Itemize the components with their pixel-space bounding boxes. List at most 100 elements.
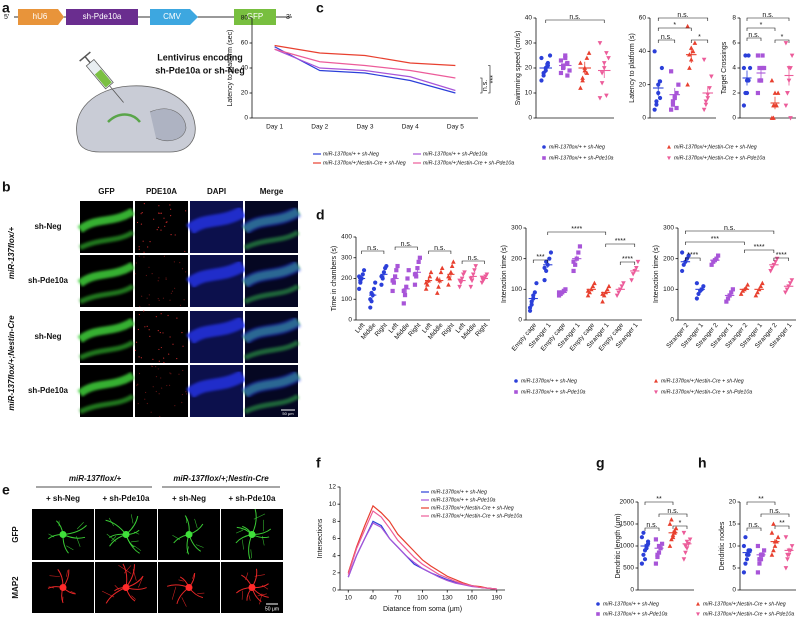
stain-dot (172, 343, 174, 345)
data-point (544, 259, 549, 264)
stain-dot (152, 358, 154, 360)
image-bg (135, 255, 188, 307)
data-point (472, 268, 477, 273)
y-tick-label: 500 (623, 565, 634, 572)
significance-label: **** (776, 252, 787, 259)
panel-label: b (2, 179, 11, 195)
dendrite-branch (235, 529, 243, 534)
stain-dot (174, 287, 176, 289)
caption: Lentivirus encoding (157, 52, 243, 62)
stain-dot (153, 218, 155, 220)
data-point (639, 561, 645, 566)
y-axis-label: Latency to platform (sec) (227, 29, 234, 106)
y-tick-label: 4 (732, 65, 736, 72)
data-point (514, 390, 518, 394)
legend-label: miR-137flox/+;Nestin-Cre + sh-Pde10a (674, 155, 765, 161)
data-point (547, 256, 552, 261)
data-point (696, 601, 700, 606)
soma (248, 584, 256, 591)
y-axis-label: Target Crossings (721, 41, 728, 94)
column-header: + sh-Pde10a (229, 494, 276, 503)
data-point (584, 55, 590, 60)
data-point (757, 557, 762, 562)
data-point (701, 107, 707, 113)
scale-bar-label: 50 μm (265, 606, 279, 612)
dendrite-branch (49, 575, 60, 577)
dendrite-branch (66, 545, 74, 551)
significance-label: n.s. (748, 32, 759, 39)
data-point (580, 77, 585, 83)
legend-label: miR-137flox/+ + sh-Neg (521, 378, 577, 384)
data-point (585, 292, 591, 298)
data-point (746, 548, 751, 553)
column-header: DAPI (207, 187, 226, 196)
stain-dot (137, 383, 139, 385)
data-point (604, 93, 609, 99)
legend-label: miR-137flox/+;Nestin-Cre + sh-Neg (661, 378, 744, 384)
data-point (784, 287, 790, 292)
data-point (769, 77, 775, 83)
stain-dot (157, 297, 159, 300)
data-point (747, 65, 753, 71)
group-label: miR-137flox/+ (7, 227, 16, 280)
significance-bracket (644, 501, 674, 505)
data-point (670, 534, 676, 540)
x-tick-label: 40 (369, 595, 377, 602)
y-tick-label: 400 (341, 234, 352, 241)
data-point (514, 379, 518, 383)
significance-label: **** (571, 226, 582, 233)
micrograph (77, 255, 136, 307)
stain-dot (136, 221, 139, 224)
stain-haze (245, 365, 298, 417)
micrograph (241, 255, 302, 307)
data-point (757, 561, 762, 566)
y-axis-label: Interaction time (s) (653, 245, 660, 303)
data-point (789, 278, 795, 283)
stain-dot (170, 215, 172, 217)
data-point (412, 282, 418, 287)
data-point (584, 70, 590, 75)
data-point (394, 268, 399, 273)
y-tick-label: 0 (630, 587, 634, 594)
stain-dot (146, 325, 148, 327)
significance-label: n.s. (646, 522, 657, 529)
data-point (457, 284, 462, 290)
data-point (656, 550, 662, 555)
stain-dot (156, 229, 158, 231)
y-tick-label: 5 (732, 565, 736, 572)
stain-dot (160, 229, 162, 231)
dendrite-branch (171, 586, 177, 600)
y-tick-label: 1500 (620, 521, 635, 528)
stain-dot (161, 387, 163, 389)
dendrite-branch (181, 597, 187, 607)
stain-dot (170, 234, 172, 236)
data-point (772, 543, 778, 548)
dendrite-branch (114, 585, 120, 590)
micrograph (186, 365, 247, 417)
data-point (741, 103, 747, 108)
data-point (384, 263, 389, 269)
data-point (760, 280, 765, 286)
panel-label: h (698, 455, 707, 471)
stain-dot (185, 393, 188, 395)
stain-dot (144, 326, 146, 328)
element-box (66, 9, 138, 25)
y-tick-label: 40 (639, 48, 647, 55)
stain-dot (185, 210, 187, 212)
significance-bracket (657, 17, 709, 21)
y-tick-label: 300 (341, 254, 352, 261)
stain-dot (176, 317, 178, 319)
data-point (667, 144, 671, 149)
legend-label: miR-137flox/+;Nestin-Cre + sh-Neg (674, 144, 757, 150)
scale-bar-label: 50 μm (282, 411, 294, 416)
data-point (600, 291, 605, 296)
stain-dot (185, 271, 187, 273)
dendrite-branch (248, 595, 251, 601)
data-point (592, 280, 597, 286)
data-point (605, 286, 610, 292)
data-point (368, 305, 373, 310)
stain-band (243, 340, 300, 361)
y-tick-label: 6 (732, 40, 736, 47)
significance-label: * (781, 34, 784, 41)
